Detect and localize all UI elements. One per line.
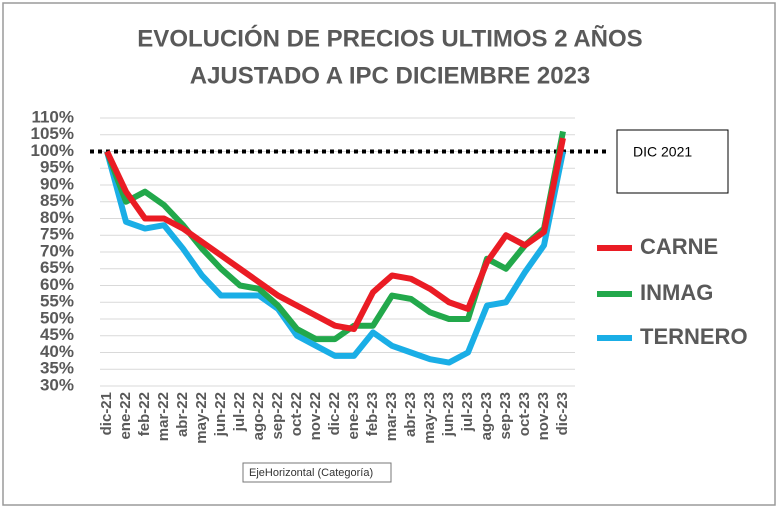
chart-title: EVOLUCIÓN DE PRECIOS ULTIMOS 2 AÑOS xyxy=(137,24,642,52)
x-tick-label: ene-22 xyxy=(117,392,134,440)
x-tick-label: mar-23 xyxy=(383,392,400,441)
y-tick-label: 30% xyxy=(40,375,74,394)
x-tick-label: may-22 xyxy=(193,392,210,444)
x-tick-label: jun-23 xyxy=(440,392,457,437)
x-tick-label: mar-22 xyxy=(155,392,172,441)
annotation-box xyxy=(616,129,729,194)
legend-label: TERNERO xyxy=(640,324,748,349)
y-tick-label: 90% xyxy=(40,174,74,193)
legend-label: INMAG xyxy=(640,280,713,305)
x-tick-label: feb-22 xyxy=(136,392,153,436)
x-tick-label: jul-23 xyxy=(459,392,476,432)
x-tick-label: oct-22 xyxy=(288,392,305,436)
y-tick-label: 50% xyxy=(40,308,74,327)
y-tick-label: 65% xyxy=(40,258,74,277)
y-tick-label: 75% xyxy=(40,225,74,244)
y-tick-label: 105% xyxy=(31,124,74,143)
x-tick-label: abr-23 xyxy=(402,392,419,437)
x-tick-label: sep-23 xyxy=(497,392,514,440)
chart-frame xyxy=(2,2,776,506)
x-tick-label: ene-23 xyxy=(345,392,362,440)
series-line xyxy=(104,137,566,333)
y-tick-label: 100% xyxy=(31,141,74,160)
series-line xyxy=(104,150,566,366)
x-tick-label: ago-22 xyxy=(250,392,267,440)
x-tick-label: jun-22 xyxy=(212,392,229,437)
y-tick-label: 80% xyxy=(40,208,74,227)
y-tick-label: 70% xyxy=(40,241,74,260)
chart-subtitle: AJUSTADO A IPC DICIEMBRE 2023 xyxy=(190,62,591,89)
tooltip-box xyxy=(242,462,392,483)
x-tick-label: abr-22 xyxy=(174,392,191,437)
tooltip: EjeHorizontal (Categoría) xyxy=(242,462,392,483)
x-tick-label: feb-23 xyxy=(364,392,381,436)
y-tick-label: 60% xyxy=(40,275,74,294)
y-tick-label: 35% xyxy=(40,359,74,378)
x-tick-label: sep-22 xyxy=(269,392,286,440)
x-tick-label: jul-22 xyxy=(231,392,248,432)
y-tick-label: 40% xyxy=(40,342,74,361)
x-tick-label: may-23 xyxy=(421,392,438,444)
y-tick-label: 45% xyxy=(40,325,74,344)
x-tick-label: dic-23 xyxy=(554,392,571,435)
y-tick-label: 95% xyxy=(40,158,74,177)
x-tick-label: oct-23 xyxy=(516,392,533,436)
tooltip-text: EjeHorizontal (Categoría) xyxy=(249,467,373,479)
legend-label: CARNE xyxy=(640,234,718,259)
y-tick-label: 55% xyxy=(40,292,74,311)
x-tick-label: nov-23 xyxy=(535,392,552,440)
y-tick-label: 110% xyxy=(31,107,74,126)
x-tick-label: nov-22 xyxy=(307,392,324,440)
annotation-label: DIC 2021 xyxy=(633,144,692,160)
x-tick-label: ago-23 xyxy=(478,392,495,440)
x-tick-label: dic-21 xyxy=(98,392,115,435)
y-tick-label: 85% xyxy=(40,191,74,210)
x-tick-label: dic-22 xyxy=(326,392,343,435)
